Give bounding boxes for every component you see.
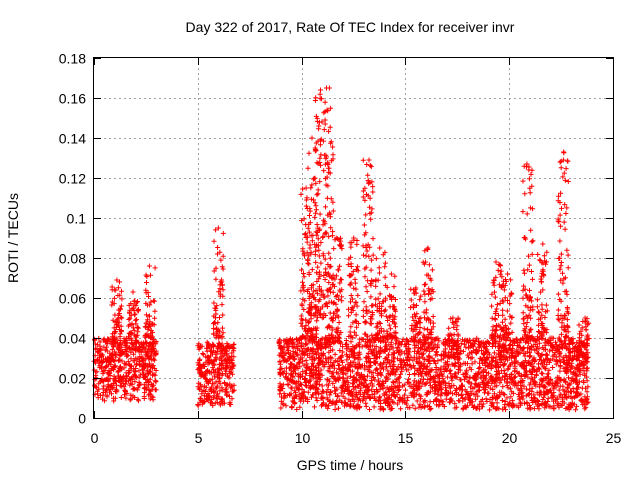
x-tick-label: 5 bbox=[195, 430, 203, 446]
y-tick-label: 0.04 bbox=[59, 331, 86, 347]
roti-points-baseline bbox=[91, 335, 591, 413]
y-tick-label: 0.14 bbox=[59, 131, 86, 147]
x-tick-label: 15 bbox=[398, 430, 414, 446]
x-tick-label: 10 bbox=[295, 430, 311, 446]
y-tick-label: 0.1 bbox=[67, 211, 87, 227]
y-tick-label: 0.06 bbox=[59, 291, 86, 307]
y-tick-labels: 0 0.02 0.04 0.06 0.08 0.1 0.12 0.14 0.16 0.18 bbox=[59, 51, 86, 427]
x-tick-label: 20 bbox=[502, 430, 518, 446]
y-tick-label: 0.02 bbox=[59, 371, 86, 387]
roti-points-spikes bbox=[109, 85, 592, 361]
x-tick-labels: 0 5 10 15 20 25 bbox=[91, 430, 622, 446]
y-tick-label: 0.08 bbox=[59, 251, 86, 267]
y-tick-label: 0.16 bbox=[59, 91, 86, 107]
chart-title: Day 322 of 2017, Rate Of TEC Index for r… bbox=[186, 19, 515, 35]
y-tick-label: 0.12 bbox=[59, 171, 86, 187]
x-axis-label: GPS time / hours bbox=[297, 457, 404, 473]
y-axis-label: ROTI / TECUs bbox=[5, 193, 21, 283]
x-tick-label: 25 bbox=[606, 430, 622, 446]
y-tick-label: 0.18 bbox=[59, 51, 86, 67]
plot-frame bbox=[93, 57, 614, 419]
x-tick-label: 0 bbox=[91, 430, 99, 446]
y-tick-label: 0 bbox=[78, 411, 86, 427]
axis-ticks bbox=[94, 58, 614, 419]
data-points bbox=[91, 85, 592, 413]
